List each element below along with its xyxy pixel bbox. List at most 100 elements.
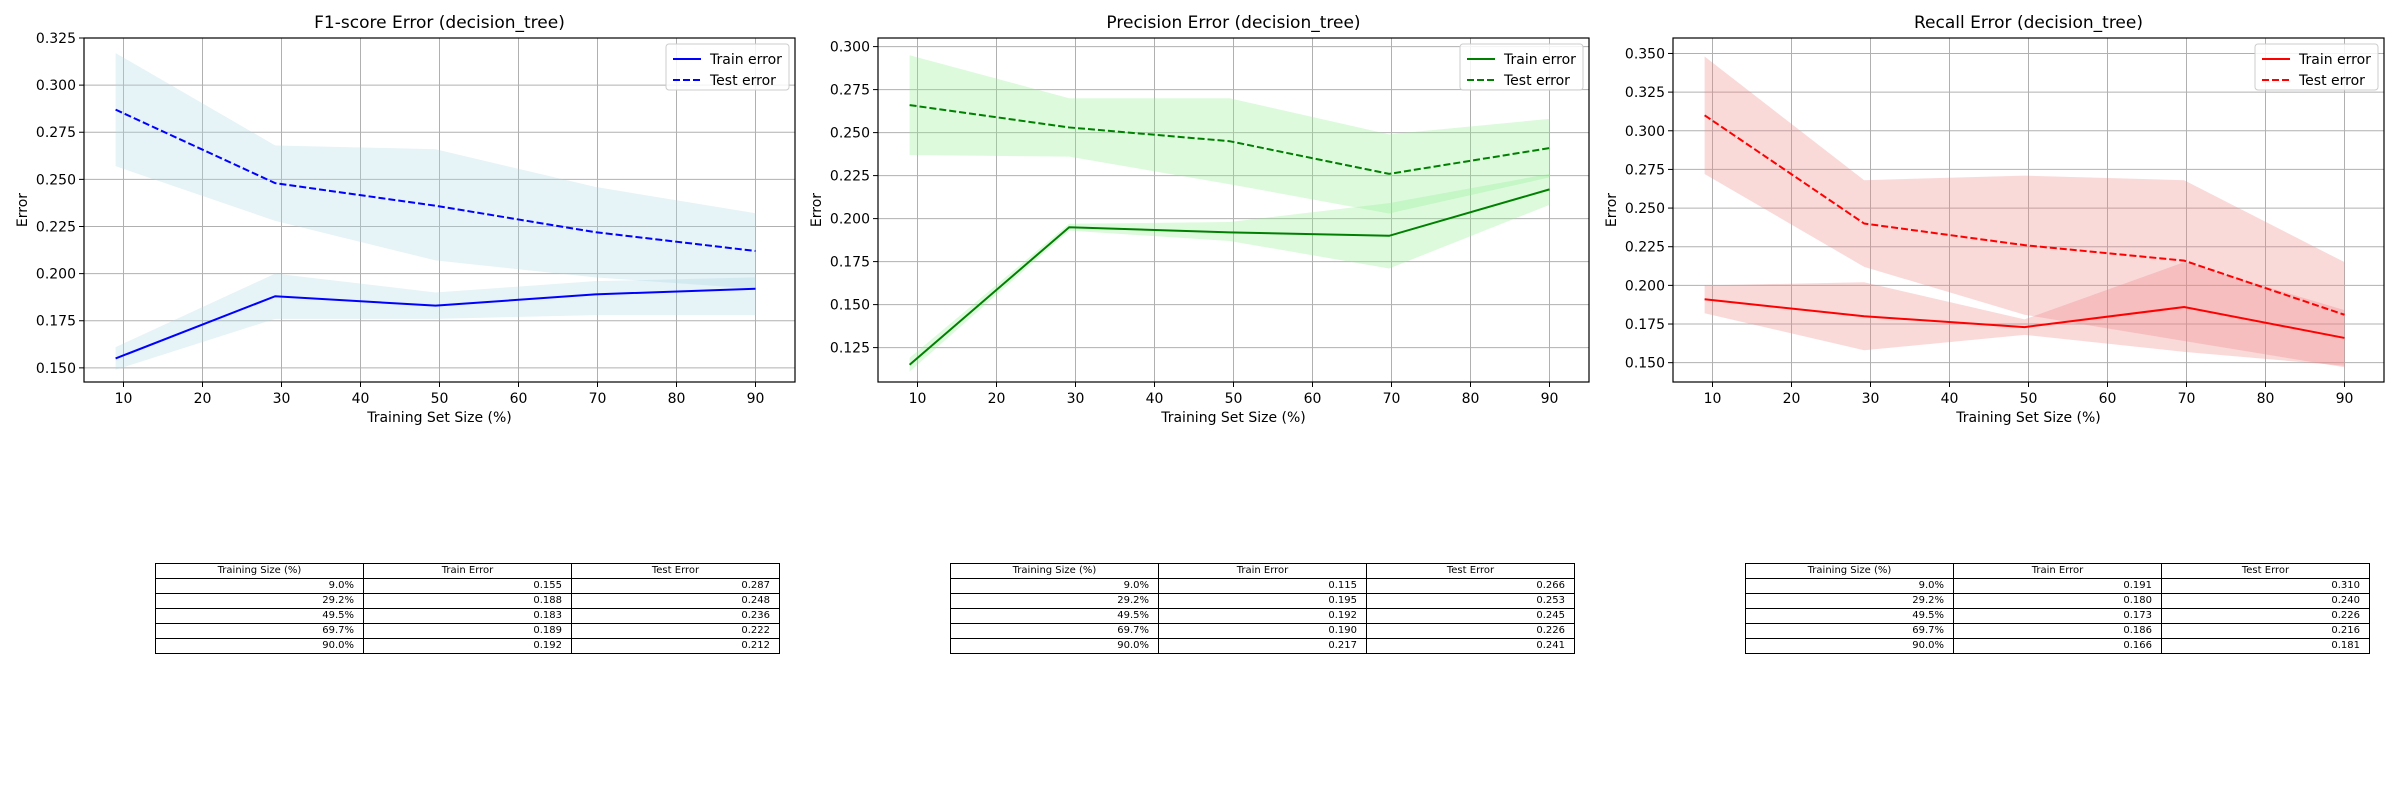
table-cell: 0.183 (363, 608, 572, 624)
y-tick-label: 0.325 (1625, 85, 1665, 101)
y-tick-label: 0.150 (36, 361, 76, 377)
table-cell: 0.287 (571, 578, 780, 594)
x-tick-label: 30 (273, 391, 291, 407)
table-cell: 49.5% (950, 608, 1159, 624)
test-error-band (909, 55, 1550, 214)
x-tick-label: 20 (194, 391, 212, 407)
legend-box (1459, 43, 1584, 91)
table-row: 90.0% 0.192 0.212 (155, 638, 780, 654)
legend: Train error Test error (665, 43, 790, 91)
table-row: 9.0% 0.115 0.266 (950, 578, 1575, 594)
table-cell: 0.190 (1158, 623, 1367, 639)
table-row: 69.7% 0.189 0.222 (155, 623, 780, 639)
chart-panel-precision: 10 20 30 40 50 60 70 80 90 0.125 0.150 0.175 0.200 0.… (809, 13, 1590, 426)
x-axis-label: Training Set Size (%) (366, 410, 512, 426)
x-tick-label: 20 (988, 391, 1006, 407)
table-header-row: Training Size (%) Train Error Test Error (155, 563, 780, 579)
x-tick-label: 80 (668, 391, 686, 407)
table-cell: 49.5% (155, 608, 364, 624)
train-error-band (909, 173, 1550, 372)
x-axis-label: Training Set Size (%) (1160, 410, 1306, 426)
table-row: 9.0% 0.155 0.287 (155, 578, 780, 594)
test-error-band (1704, 56, 2345, 368)
x-tick-label: 40 (352, 391, 370, 407)
table-cell: 0.216 (2161, 623, 2370, 639)
table-header-cell: Training Size (%) (155, 563, 364, 579)
grid (878, 38, 1589, 382)
table-cell: 0.189 (363, 623, 572, 639)
table-cell: 9.0% (155, 578, 364, 594)
chart-title: Recall Error (decision_tree) (1914, 13, 2143, 33)
table-cell: 9.0% (950, 578, 1159, 594)
table-cell: 90.0% (155, 638, 364, 654)
x-tick-label: 30 (1067, 391, 1085, 407)
train-error-band (115, 273, 756, 370)
table-cell: 90.0% (950, 638, 1159, 654)
table-row: 49.5% 0.183 0.236 (155, 608, 780, 624)
x-tick-label: 80 (2257, 391, 2275, 407)
table-row: 29.2% 0.180 0.240 (1745, 593, 2370, 609)
table-row: 9.0% 0.191 0.310 (1745, 578, 2370, 594)
y-tick-label: 0.225 (830, 169, 870, 185)
table-cell: 0.186 (1953, 623, 2162, 639)
x-tick-label: 70 (589, 391, 607, 407)
legend: Train error Test error (1459, 43, 1584, 91)
table-cell: 90.0% (1745, 638, 1954, 654)
table-cell: 9.0% (1745, 578, 1954, 594)
y-tick-label: 0.275 (36, 125, 76, 141)
table-cell: 0.240 (2161, 593, 2370, 609)
chart-title: F1-score Error (decision_tree) (314, 13, 565, 33)
y-tick-label: 0.300 (1625, 124, 1665, 140)
x-tick-label: 50 (2020, 391, 2038, 407)
y-tick-label: 0.175 (1625, 317, 1665, 333)
x-tick-label: 10 (909, 391, 927, 407)
test-error-line (115, 108, 756, 252)
table-cell: 0.226 (1366, 623, 1575, 639)
table-cell: 0.245 (1366, 608, 1575, 624)
table-cell: 0.166 (1953, 638, 2162, 654)
table-cell: 0.180 (1953, 593, 2162, 609)
table-cell: 0.188 (363, 593, 572, 609)
legend: Train error Test error (2254, 43, 2379, 91)
table-cell: 0.217 (1158, 638, 1367, 654)
x-tick-label: 10 (1704, 391, 1722, 407)
chart-panel-recall: 10 20 30 40 50 60 70 80 90 0.150 0.175 0.200 0.225 0.… (1604, 13, 2385, 426)
table-row: 29.2% 0.188 0.248 (155, 593, 780, 609)
table-cell: 0.241 (1366, 638, 1575, 654)
table-header-row: Training Size (%) Train Error Test Error (1745, 563, 2370, 579)
table-header-cell: Test Error (571, 563, 780, 579)
table-cell: 0.173 (1953, 608, 2162, 624)
y-tick-label: 0.150 (1625, 356, 1665, 372)
table-cell: 0.192 (1158, 608, 1367, 624)
table-cell: 69.7% (155, 623, 364, 639)
y-tick-label: 0.200 (830, 212, 870, 228)
test-error-band (115, 53, 756, 289)
data-table-precision: Training Size (%) Train Error Test Error 9.… (950, 563, 1575, 654)
table-cell: 0.236 (571, 608, 780, 624)
x-tick-label: 60 (2099, 391, 2117, 407)
y-tick-label: 0.275 (830, 83, 870, 99)
y-tick-label: 0.350 (1625, 46, 1665, 62)
table-header-cell: Test Error (2161, 563, 2370, 579)
legend-label: Train error (2298, 52, 2371, 68)
table-cell: 0.192 (363, 638, 572, 654)
y-tick-label: 0.300 (830, 40, 870, 56)
table-cell: 0.253 (1366, 593, 1575, 609)
table-cell: 0.266 (1366, 578, 1575, 594)
y-tick-label: 0.250 (36, 172, 76, 188)
y-tick-label: 0.175 (830, 255, 870, 271)
x-tick-label: 40 (1146, 391, 1164, 407)
table-cell: 29.2% (155, 593, 364, 609)
table-header-cell: Train Error (1158, 563, 1367, 579)
table-cell: 0.212 (571, 638, 780, 654)
table-row: 29.2% 0.195 0.253 (950, 593, 1575, 609)
table-row: 49.5% 0.192 0.245 (950, 608, 1575, 624)
x-tick-label: 80 (1462, 391, 1480, 407)
table-header-cell: Training Size (%) (1745, 563, 1954, 579)
y-tick-label: 0.175 (36, 314, 76, 330)
table-header-cell: Training Size (%) (950, 563, 1159, 579)
table-cell: 69.7% (950, 623, 1159, 639)
x-tick-label: 60 (510, 391, 528, 407)
grid (1673, 38, 2384, 382)
